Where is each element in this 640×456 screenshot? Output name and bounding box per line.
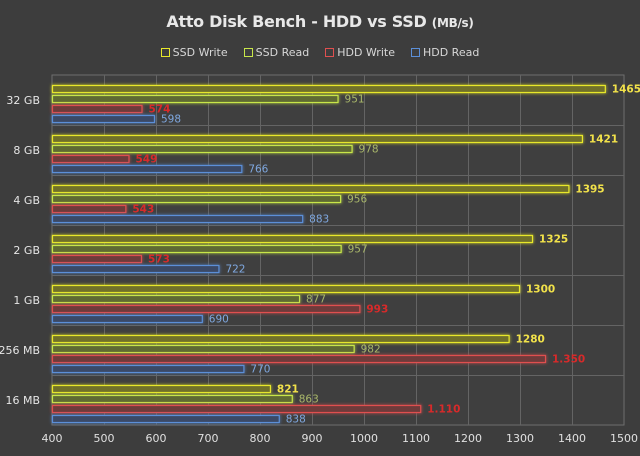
data-label: 573 — [148, 254, 170, 266]
x-tick-label: 1500 — [610, 432, 638, 445]
bar-hdd-read — [51, 314, 203, 324]
data-label: 1465 — [612, 84, 640, 96]
bar-hdd-write — [51, 354, 547, 364]
data-label: 993 — [366, 304, 388, 316]
data-label: 770 — [250, 364, 270, 376]
bar-ssd-read — [51, 94, 339, 104]
x-tick-label: 900 — [302, 432, 323, 445]
bar-hdd-write — [51, 304, 361, 314]
bar-hdd-read — [51, 264, 220, 274]
legend-label: HDD Write — [337, 46, 395, 59]
x-tick-label: 1000 — [350, 432, 378, 445]
bar-hdd-read — [51, 214, 304, 224]
bar-ssd-write — [51, 184, 570, 194]
legend-swatch — [243, 47, 253, 57]
bar-ssd-write — [51, 334, 510, 344]
bar-hdd-write — [51, 254, 143, 264]
x-tick-label: 600 — [146, 432, 167, 445]
data-label: 1421 — [589, 134, 618, 146]
data-label: 549 — [135, 154, 157, 166]
bar-ssd-write — [51, 284, 521, 294]
data-label: 951 — [345, 94, 365, 106]
category-label: 32 GB — [6, 94, 40, 107]
bar-ssd-write — [51, 384, 272, 394]
data-label: 838 — [286, 414, 306, 426]
data-label: 543 — [132, 204, 154, 216]
chart-title-text: Atto Disk Bench - HDD vs SSD — [166, 12, 427, 31]
legend-item: HDD Write — [325, 46, 395, 59]
legend-item: SSD Read — [243, 46, 310, 59]
bar-ssd-read — [51, 294, 301, 304]
legend-swatch — [160, 47, 170, 57]
legend-label: SSD Read — [255, 46, 310, 59]
x-tick-label: 800 — [250, 432, 271, 445]
chart-title: Atto Disk Bench - HDD vs SSD (MB/s) — [0, 12, 640, 31]
bar-ssd-write — [51, 234, 534, 244]
data-label: 1.110 — [427, 404, 460, 416]
legend-swatch — [325, 47, 335, 57]
bar-hdd-write — [51, 404, 422, 414]
data-label: 1325 — [539, 234, 568, 246]
data-label: 982 — [361, 344, 381, 356]
bar-hdd-read — [51, 414, 280, 424]
bar-hdd-write — [51, 154, 130, 164]
x-tick-label: 400 — [42, 432, 63, 445]
bar-ssd-read — [51, 194, 342, 204]
data-label: 821 — [277, 384, 299, 396]
x-tick-label: 1200 — [454, 432, 482, 445]
data-label: 766 — [248, 164, 268, 176]
data-label: 690 — [209, 314, 229, 326]
legend: SSD Write SSD Read HDD Write HDD Read — [0, 46, 640, 59]
category-label: 8 GB — [13, 144, 40, 157]
legend-item: HDD Read — [410, 46, 480, 59]
bar-hdd-write — [51, 204, 127, 214]
legend-swatch — [410, 47, 420, 57]
legend-label: SSD Write — [172, 46, 228, 59]
data-label: 956 — [347, 194, 367, 206]
bar-hdd-read — [51, 364, 245, 374]
bar-ssd-read — [51, 244, 342, 254]
data-label: 722 — [225, 264, 245, 276]
data-label: 978 — [359, 144, 379, 156]
x-tick-label: 700 — [198, 432, 219, 445]
bar-ssd-read — [51, 144, 353, 154]
x-tick-label: 500 — [94, 432, 115, 445]
category-label: 4 GB — [13, 194, 40, 207]
category-label: 2 GB — [13, 244, 40, 257]
data-label: 1395 — [575, 184, 604, 196]
data-label: 598 — [161, 114, 181, 126]
chart-title-unit: (MB/s) — [431, 16, 474, 30]
data-label: 1280 — [516, 334, 545, 346]
bar-ssd-write — [51, 84, 606, 94]
data-label: 574 — [148, 104, 170, 116]
bar-hdd-write — [51, 104, 143, 114]
bar-ssd-read — [51, 344, 355, 354]
data-label: 957 — [348, 244, 368, 256]
bar-hdd-read — [51, 164, 243, 174]
bar-ssd-read — [51, 394, 293, 404]
data-label: 877 — [306, 294, 326, 306]
bar-ssd-write — [51, 134, 584, 144]
category-label: 16 MB — [5, 394, 40, 407]
data-label: 1.350 — [552, 354, 585, 366]
category-label: 1 GB — [13, 294, 40, 307]
data-label: 863 — [299, 394, 319, 406]
category-label: 256 MB — [0, 344, 40, 357]
data-label: 883 — [309, 214, 329, 226]
x-tick-label: 1400 — [558, 432, 586, 445]
x-tick-label: 1300 — [506, 432, 534, 445]
legend-item: SSD Write — [160, 46, 228, 59]
data-label: 1300 — [526, 284, 555, 296]
bar-hdd-read — [51, 114, 156, 124]
x-tick-label: 1100 — [402, 432, 430, 445]
legend-label: HDD Read — [422, 46, 480, 59]
